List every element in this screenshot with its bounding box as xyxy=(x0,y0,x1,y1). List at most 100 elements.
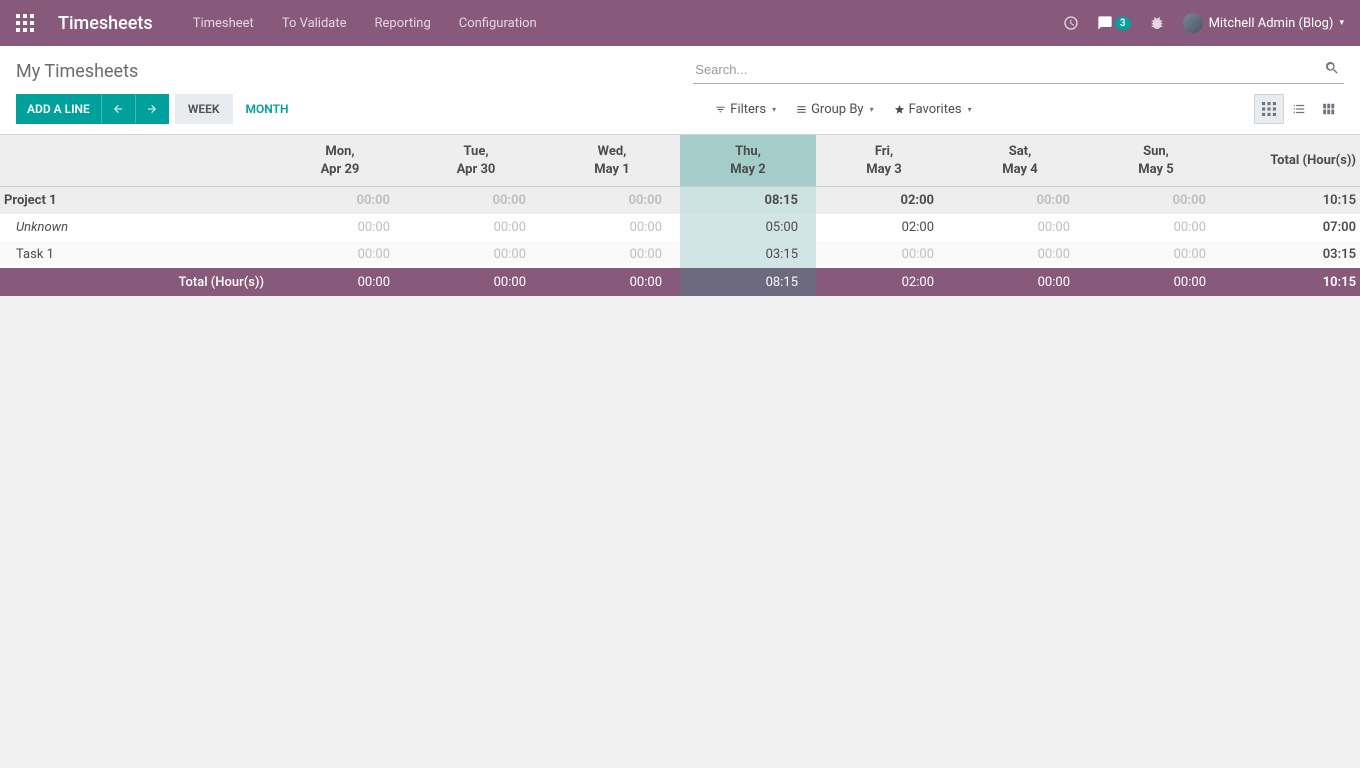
timesheet-grid: Mon,Apr 29Tue,Apr 30Wed,May 1Thu,May 2Fr… xyxy=(0,135,1360,296)
task-total: 03:15 xyxy=(1224,241,1360,268)
task-cell[interactable]: 00:00 xyxy=(408,241,544,268)
task-total: 07:00 xyxy=(1224,214,1360,241)
next-button[interactable] xyxy=(135,94,169,124)
project-cell[interactable]: 08:15 xyxy=(680,187,816,214)
list-icon xyxy=(796,104,807,115)
user-label: Mitchell Admin (Blog) xyxy=(1209,16,1334,31)
star-icon xyxy=(894,104,905,115)
day-date: Apr 29 xyxy=(321,161,360,179)
nav-to-validate[interactable]: To Validate xyxy=(282,16,347,31)
footer-cell: 00:00 xyxy=(544,268,680,296)
view-list-button[interactable] xyxy=(1284,94,1314,124)
task-cell[interactable]: 00:00 xyxy=(408,214,544,241)
task-cell[interactable]: 00:00 xyxy=(952,214,1088,241)
grid-header-day: Mon,Apr 29 xyxy=(272,135,408,186)
grid-header-day: Thu,May 2 xyxy=(680,135,816,186)
footer-total: 10:15 xyxy=(1224,268,1360,296)
nav-timesheet[interactable]: Timesheet xyxy=(193,16,254,31)
action-buttons: ADD A LINE WEEK MONTH xyxy=(16,94,301,124)
nav-reporting[interactable]: Reporting xyxy=(375,16,431,31)
day-date: May 3 xyxy=(866,161,901,179)
add-line-button[interactable]: ADD A LINE xyxy=(16,94,101,124)
footer-cell: 00:00 xyxy=(272,268,408,296)
task-cell[interactable]: 00:00 xyxy=(272,214,408,241)
footer-label: Total (Hour(s)) xyxy=(0,268,272,296)
footer-cell: 02:00 xyxy=(816,268,952,296)
scale-month-button[interactable]: MONTH xyxy=(233,94,302,124)
footer-cell: 00:00 xyxy=(408,268,544,296)
project-cell[interactable]: 00:00 xyxy=(952,187,1088,214)
footer-cell: 00:00 xyxy=(1088,268,1224,296)
prev-button[interactable] xyxy=(101,94,135,124)
task-name: Task 1 xyxy=(0,241,272,268)
grid-header-day: Fri,May 3 xyxy=(816,135,952,186)
debug-icon[interactable] xyxy=(1149,15,1165,31)
day-date: May 2 xyxy=(730,161,765,179)
control-panel: My Timesheets ADD A LINE WEEK MONTH xyxy=(0,46,1360,135)
messages-badge: 3 xyxy=(1115,17,1131,30)
task-cell[interactable]: 00:00 xyxy=(544,241,680,268)
avatar xyxy=(1183,13,1203,33)
project-cell[interactable]: 00:00 xyxy=(1088,187,1224,214)
project-cell[interactable]: 02:00 xyxy=(816,187,952,214)
nav-links: Timesheet To Validate Reporting Configur… xyxy=(193,16,537,31)
grid-header-label xyxy=(0,135,272,186)
project-cell[interactable]: 00:00 xyxy=(544,187,680,214)
day-of-week: Mon, xyxy=(325,143,354,161)
search-input[interactable] xyxy=(693,58,1320,81)
chevron-down-icon: ▾ xyxy=(772,105,776,114)
topbar-right: 3 Mitchell Admin (Blog) ▾ xyxy=(1063,13,1344,33)
search-bar xyxy=(693,58,1344,84)
chevron-down-icon: ▾ xyxy=(870,105,874,114)
footer-cell: 00:00 xyxy=(952,268,1088,296)
nav-configuration[interactable]: Configuration xyxy=(459,16,537,31)
day-of-week: Fri, xyxy=(875,143,893,161)
chevron-down-icon: ▾ xyxy=(968,105,972,114)
topbar: Timesheets Timesheet To Validate Reporti… xyxy=(0,0,1360,46)
search-icon[interactable] xyxy=(1320,60,1344,80)
task-cell[interactable]: 02:00 xyxy=(816,214,952,241)
view-grid-button[interactable] xyxy=(1254,94,1284,124)
project-cell[interactable]: 00:00 xyxy=(272,187,408,214)
messages-button[interactable]: 3 xyxy=(1097,15,1131,31)
task-cell[interactable]: 00:00 xyxy=(1088,241,1224,268)
project-total: 10:15 xyxy=(1224,187,1360,214)
grid-header-day: Sat,May 4 xyxy=(952,135,1088,186)
grid-header-day: Wed,May 1 xyxy=(544,135,680,186)
task-cell[interactable]: 00:00 xyxy=(952,241,1088,268)
project-row[interactable]: Project 100:0000:0000:0008:1502:0000:000… xyxy=(0,187,1360,214)
day-date: Apr 30 xyxy=(457,161,496,179)
task-cell[interactable]: 00:00 xyxy=(272,241,408,268)
task-cell[interactable]: 00:00 xyxy=(544,214,680,241)
project-cell[interactable]: 00:00 xyxy=(408,187,544,214)
app-brand[interactable]: Timesheets xyxy=(58,13,153,34)
filters-button[interactable]: Filters ▾ xyxy=(715,102,776,117)
day-of-week: Tue, xyxy=(463,143,488,161)
view-kanban-button[interactable] xyxy=(1314,94,1344,124)
task-cell[interactable]: 00:00 xyxy=(1088,214,1224,241)
view-switcher xyxy=(1254,94,1344,124)
day-date: May 5 xyxy=(1138,161,1173,179)
project-name: Project 1 xyxy=(0,187,272,214)
grid-footer-row: Total (Hour(s))00:0000:0000:0008:1502:00… xyxy=(0,268,1360,296)
task-cell[interactable]: 00:00 xyxy=(816,241,952,268)
task-row[interactable]: Task 100:0000:0000:0003:1500:0000:0000:0… xyxy=(0,241,1360,268)
grid-header-total: Total (Hour(s)) xyxy=(1224,135,1360,186)
user-menu[interactable]: Mitchell Admin (Blog) ▾ xyxy=(1183,13,1344,33)
apps-menu-icon[interactable] xyxy=(16,14,34,32)
favorites-button[interactable]: Favorites ▾ xyxy=(894,102,972,117)
filter-icon xyxy=(715,104,726,115)
page-title: My Timesheets xyxy=(16,61,138,82)
chevron-down-icon: ▾ xyxy=(1339,18,1344,28)
scale-week-button[interactable]: WEEK xyxy=(175,94,233,124)
clock-icon[interactable] xyxy=(1063,15,1079,31)
grid-header-row: Mon,Apr 29Tue,Apr 30Wed,May 1Thu,May 2Fr… xyxy=(0,135,1360,187)
group-by-button[interactable]: Group By ▾ xyxy=(796,102,874,117)
day-date: May 1 xyxy=(594,161,629,179)
footer-cell: 08:15 xyxy=(680,268,816,296)
task-cell[interactable]: 03:15 xyxy=(680,241,816,268)
task-row[interactable]: Unknown00:0000:0000:0005:0002:0000:0000:… xyxy=(0,214,1360,241)
day-of-week: Thu, xyxy=(735,143,761,161)
task-cell[interactable]: 05:00 xyxy=(680,214,816,241)
day-of-week: Sat, xyxy=(1009,143,1032,161)
